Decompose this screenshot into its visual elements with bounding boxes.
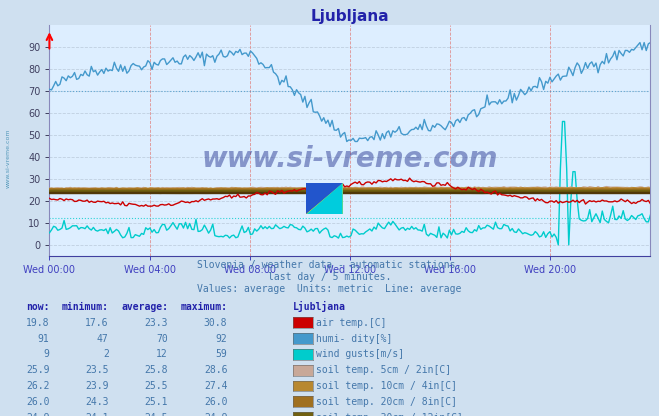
Text: average:: average: xyxy=(121,302,168,312)
Text: 17.6: 17.6 xyxy=(85,318,109,328)
Title: Ljubljana: Ljubljana xyxy=(310,9,389,24)
Text: 24.9: 24.9 xyxy=(204,413,227,416)
Text: www.si-vreme.com: www.si-vreme.com xyxy=(5,128,11,188)
Text: minimum:: minimum: xyxy=(62,302,109,312)
Text: 19.8: 19.8 xyxy=(26,318,49,328)
Text: 26.2: 26.2 xyxy=(26,381,49,391)
Text: 2: 2 xyxy=(103,349,109,359)
Text: wind gusts[m/s]: wind gusts[m/s] xyxy=(316,349,405,359)
Text: Values: average  Units: metric  Line: average: Values: average Units: metric Line: aver… xyxy=(197,284,462,294)
Text: 70: 70 xyxy=(156,334,168,344)
Text: 25.8: 25.8 xyxy=(144,365,168,375)
Text: 12: 12 xyxy=(156,349,168,359)
Text: air temp.[C]: air temp.[C] xyxy=(316,318,387,328)
Text: 25.1: 25.1 xyxy=(144,397,168,407)
Text: soil temp. 30cm / 12in[C]: soil temp. 30cm / 12in[C] xyxy=(316,413,463,416)
Text: 9: 9 xyxy=(43,349,49,359)
Text: 26.0: 26.0 xyxy=(26,397,49,407)
Text: 24.1: 24.1 xyxy=(85,413,109,416)
Text: 24.3: 24.3 xyxy=(85,397,109,407)
Text: 30.8: 30.8 xyxy=(204,318,227,328)
Text: 27.4: 27.4 xyxy=(204,381,227,391)
Text: 25.9: 25.9 xyxy=(26,365,49,375)
Polygon shape xyxy=(306,183,343,214)
Text: 23.5: 23.5 xyxy=(85,365,109,375)
Text: 23.3: 23.3 xyxy=(144,318,168,328)
Text: Slovenia / weather data - automatic stations.: Slovenia / weather data - automatic stat… xyxy=(197,260,462,270)
Text: now:: now: xyxy=(26,302,49,312)
Text: www.si-vreme.com: www.si-vreme.com xyxy=(202,145,498,173)
Text: Ljubljana: Ljubljana xyxy=(293,301,346,312)
Text: 24.5: 24.5 xyxy=(144,413,168,416)
Text: 25.5: 25.5 xyxy=(144,381,168,391)
Text: 92: 92 xyxy=(215,334,227,344)
Text: soil temp. 5cm / 2in[C]: soil temp. 5cm / 2in[C] xyxy=(316,365,451,375)
Text: maximum:: maximum: xyxy=(181,302,227,312)
Text: 24.9: 24.9 xyxy=(26,413,49,416)
Polygon shape xyxy=(306,183,343,214)
Text: soil temp. 20cm / 8in[C]: soil temp. 20cm / 8in[C] xyxy=(316,397,457,407)
Text: humi- dity[%]: humi- dity[%] xyxy=(316,334,393,344)
Text: 59: 59 xyxy=(215,349,227,359)
Text: 28.6: 28.6 xyxy=(204,365,227,375)
Text: last day / 5 minutes.: last day / 5 minutes. xyxy=(268,272,391,282)
Text: soil temp. 10cm / 4in[C]: soil temp. 10cm / 4in[C] xyxy=(316,381,457,391)
Text: 47: 47 xyxy=(97,334,109,344)
Text: 23.9: 23.9 xyxy=(85,381,109,391)
Text: 91: 91 xyxy=(38,334,49,344)
Text: 26.0: 26.0 xyxy=(204,397,227,407)
